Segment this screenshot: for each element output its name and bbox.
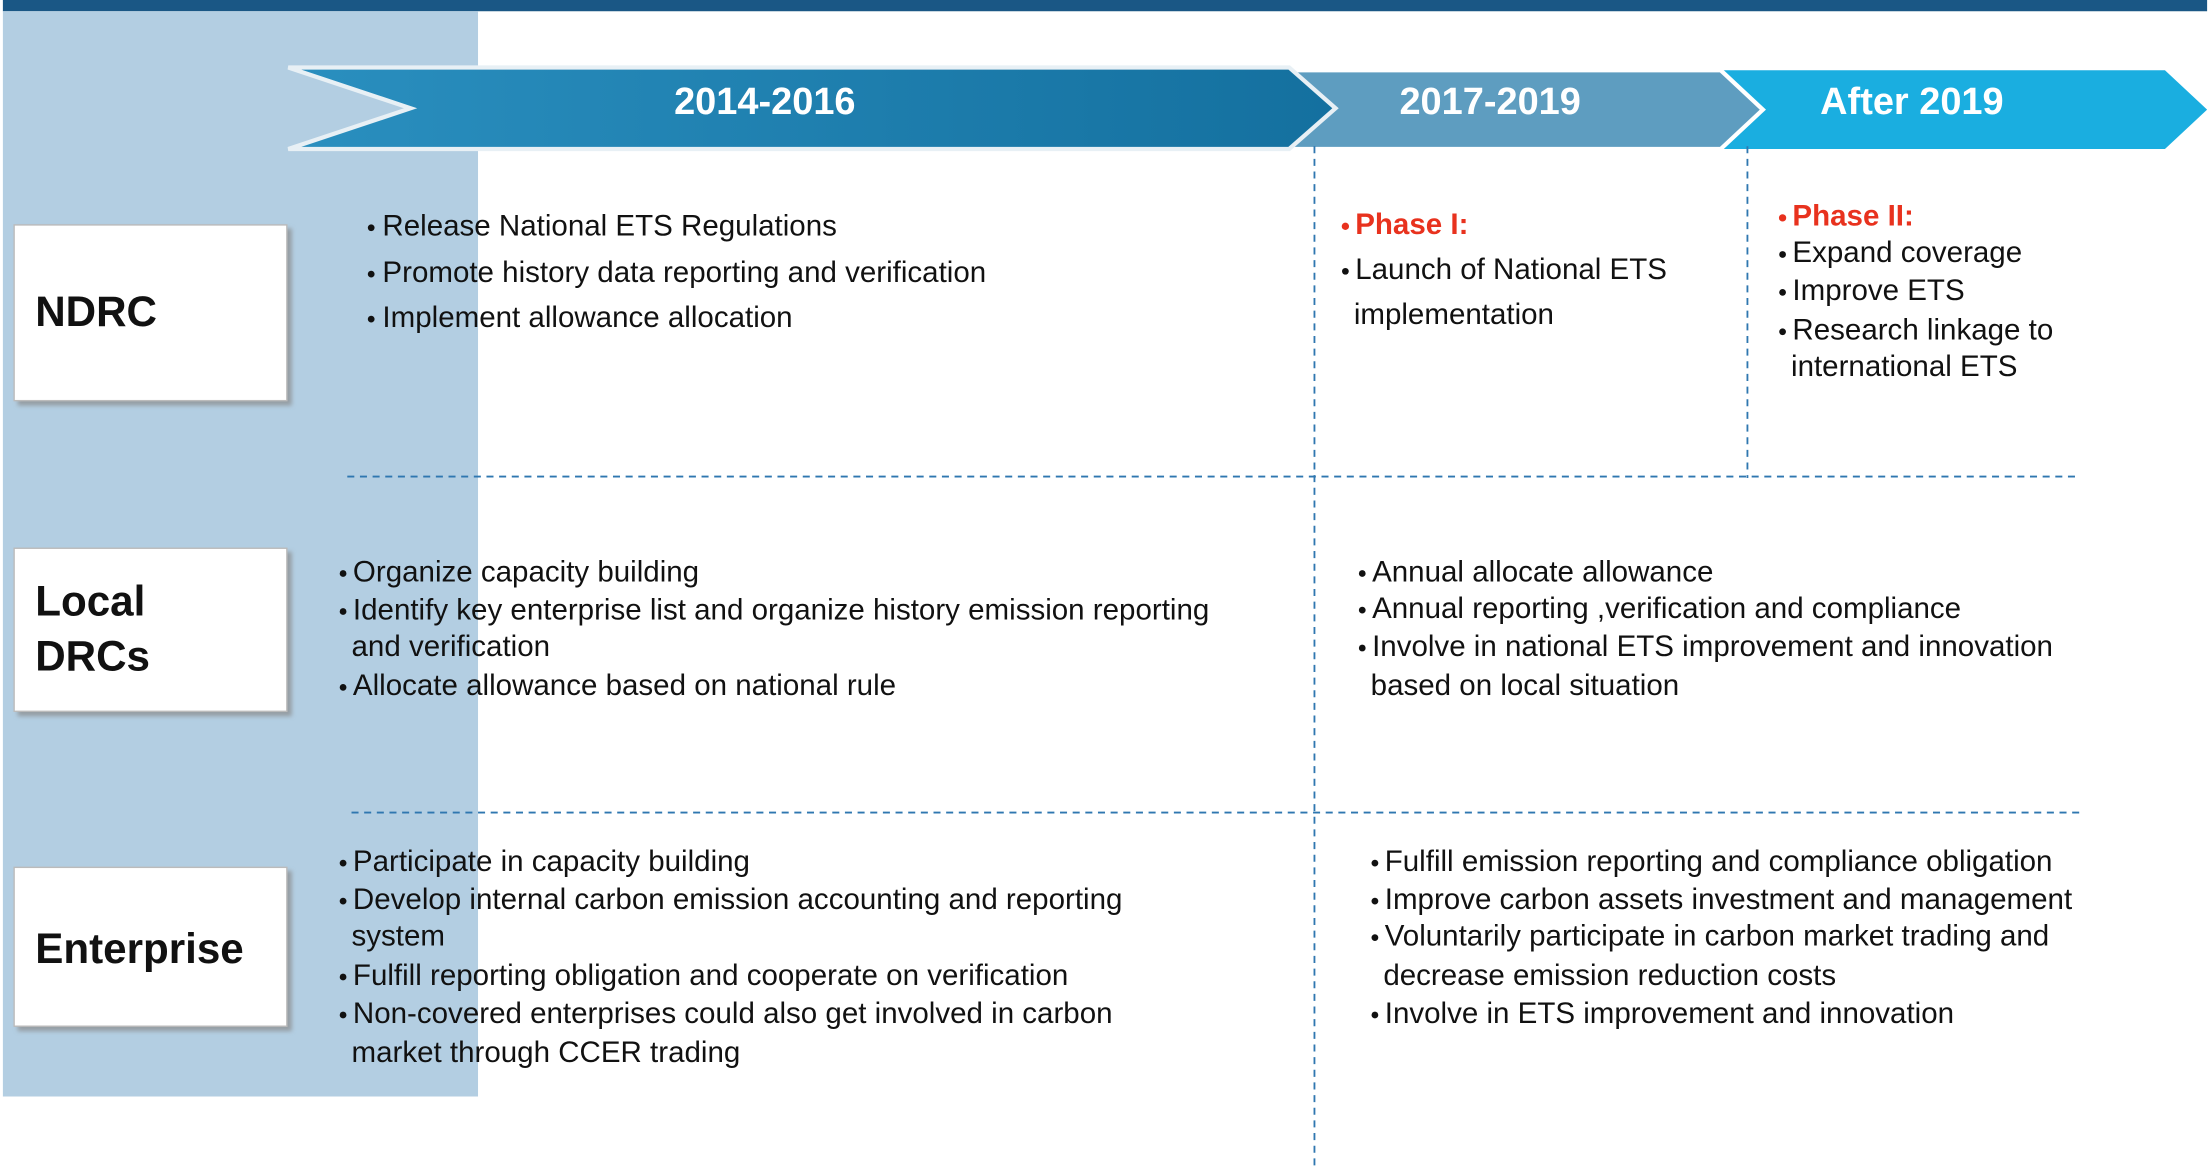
- bullet: [1371, 897, 1379, 905]
- bullet-text: international ETS: [1791, 350, 2017, 383]
- phase-label: 2017-2019: [1399, 81, 1580, 123]
- phase-heading: Phase I:: [1355, 208, 1468, 241]
- row-label: DRCs: [35, 632, 150, 679]
- row-label: Local: [35, 578, 145, 625]
- bullet-text: Non-covered enterprises could also get i…: [353, 997, 1113, 1030]
- bullet-text: and verification: [352, 630, 551, 663]
- row-label-box: [13, 866, 288, 1027]
- bullet-text: Annual allocate allowance: [1372, 555, 1713, 588]
- bullet: [1358, 570, 1366, 577]
- bullet-text: Organize capacity building: [353, 555, 699, 588]
- bullet: [1341, 222, 1350, 230]
- bullet-text: Annual reporting ,verification and compl…: [1372, 592, 1961, 625]
- bullet: [339, 684, 347, 691]
- bullet-text: Research linkage to: [1792, 314, 2053, 347]
- row-label: NDRC: [35, 288, 157, 335]
- bullet: [1358, 644, 1366, 652]
- bullet-text: Develop internal carbon emission account…: [353, 883, 1123, 916]
- bullet: [1779, 289, 1786, 296]
- bullet: [1371, 934, 1379, 942]
- bullet: [367, 315, 375, 323]
- bullet-text: Fulfill emission reporting and complianc…: [1385, 845, 2053, 878]
- bullet-text: Allocate allowance based on national rul…: [353, 669, 896, 702]
- bullet: [1342, 267, 1349, 275]
- bullet-text: Voluntarily participate in carbon market…: [1385, 919, 2049, 952]
- top-bar: [2, 0, 2208, 12]
- phase-label: 2014-2016: [674, 81, 855, 123]
- phase-label: After 2019: [1820, 81, 2003, 123]
- bullet: [339, 1011, 347, 1019]
- bullet: [339, 859, 347, 867]
- bullet-text: Identify key enterprise list and organiz…: [353, 593, 1209, 626]
- bullet-text: Involve in national ETS improvement and …: [1372, 630, 2053, 663]
- bullet: [1358, 606, 1366, 614]
- row-label-box: [13, 224, 288, 402]
- bullet: [367, 270, 375, 278]
- bullet: [1778, 214, 1787, 222]
- arrow-1: [287, 65, 1339, 152]
- bullet: [1371, 1011, 1379, 1019]
- bullet-text: implementation: [1354, 298, 1554, 331]
- bullet-text: Implement allowance allocation: [382, 301, 792, 334]
- bullet: [367, 224, 375, 232]
- bullet: [1371, 859, 1379, 867]
- bullet: [339, 973, 347, 981]
- bullet-text: Participate in capacity building: [353, 845, 750, 878]
- bullet-text: Fulfill reporting obligation and coopera…: [353, 959, 1068, 992]
- bullet-text: Expand coverage: [1792, 236, 2022, 269]
- bullet: [339, 897, 347, 905]
- bullet: [1779, 328, 1786, 336]
- bullet-text: decrease emission reduction costs: [1383, 959, 1836, 992]
- bullet-text: based on local situation: [1371, 669, 1680, 702]
- bullet: [339, 608, 347, 615]
- phase-heading: Phase II:: [1792, 200, 1913, 233]
- bullet-text: Release National ETS Regulations: [382, 210, 836, 243]
- arrow-3: [1720, 70, 2208, 150]
- bullet-text: Promote history data reporting and verif…: [382, 256, 986, 289]
- row-label-box: [13, 547, 288, 713]
- row-label: Enterprise: [35, 925, 244, 972]
- bullet: [1779, 251, 1786, 258]
- bullet-text: Improve carbon assets investment and man…: [1385, 883, 2072, 916]
- bullet-text: Improve ETS: [1792, 274, 1964, 307]
- bullet: [339, 570, 347, 577]
- bullet-text: Launch of National ETS: [1355, 253, 1667, 286]
- bullet-text: system: [352, 919, 445, 952]
- bullet-text: Involve in ETS improvement and innovatio…: [1385, 997, 1954, 1030]
- bullet-text: market through CCER trading: [352, 1036, 741, 1069]
